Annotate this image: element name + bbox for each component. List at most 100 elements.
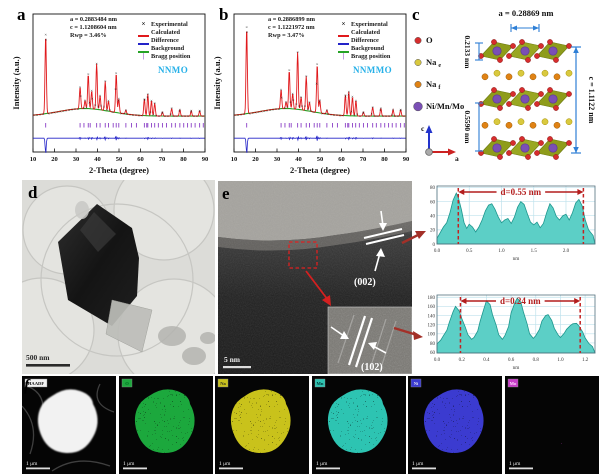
arrowhead-icon [413, 331, 423, 340]
svg-text:80: 80 [430, 342, 436, 347]
svg-text:×: × [243, 112, 246, 117]
legend-item-calculated: Calculated [138, 29, 190, 37]
element-signal-haze [327, 389, 388, 454]
element-label-box [24, 378, 48, 388]
svg-text:×: × [373, 114, 376, 119]
hrtem-image: (002) (102) 5 nm [218, 181, 413, 375]
svg-text:×: × [196, 114, 199, 119]
svg-text:40: 40 [430, 215, 436, 220]
svg-text:×: × [111, 110, 114, 115]
svg-text:50: 50 [317, 156, 324, 163]
c-axis-arrow-icon [425, 125, 433, 133]
svg-text:×: × [315, 81, 318, 86]
na-layer-1 [481, 69, 573, 81]
svg-text:×: × [286, 105, 289, 110]
svg-text:×: × [198, 109, 201, 114]
na-e-atom [493, 118, 501, 126]
legend-item-calculated: Calculated [338, 29, 390, 37]
svg-text:×: × [79, 93, 82, 98]
scale-bar [412, 467, 436, 470]
svg-text:×: × [318, 99, 321, 104]
crystal-slab-2 [478, 87, 572, 111]
scale-text: 1 μm [123, 461, 135, 467]
svg-text:×: × [385, 114, 388, 119]
svg-text:0: 0 [433, 243, 436, 248]
a-axis-arrow-icon [448, 148, 456, 156]
svg-text:60: 60 [137, 156, 144, 163]
element-signal-haze [134, 389, 195, 454]
profile-area [436, 297, 596, 354]
na-f-atom [505, 73, 513, 81]
svg-text:×: × [291, 91, 294, 96]
o-atom [534, 150, 540, 156]
svg-text:20: 20 [51, 156, 58, 163]
svg-text:30: 30 [73, 156, 80, 163]
o-atom [497, 57, 503, 63]
svg-text:×: × [164, 114, 167, 119]
scale-text: 1 μm [509, 461, 521, 467]
tem-image: 500 nm [0, 159, 231, 392]
na-e-atom [493, 69, 501, 77]
na-f-atom [481, 73, 489, 81]
na-f-atom [505, 121, 513, 129]
tm-atom [520, 143, 530, 153]
svg-text:×: × [71, 107, 74, 112]
svg-text:90: 90 [202, 156, 209, 163]
svg-text:×: × [104, 79, 107, 84]
a-axis-label: a [455, 154, 459, 163]
svg-text:×: × [280, 95, 283, 100]
xrd-plot-nnmmo: 10 20 30 40 50 60 70 80 90 2-Theta (degree) Intens… [212, 13, 409, 175]
svg-text:×: × [353, 113, 356, 118]
origin-sphere-icon [425, 148, 433, 156]
xrd-plot-nnmo: 10 20 30 40 50 60 70 80 90 2-Theta (degree) Intens… [11, 13, 209, 175]
o-atom [491, 39, 497, 45]
svg-text:×: × [376, 114, 379, 119]
cross-marker-icon: × [141, 20, 146, 29]
element-label-box [217, 378, 229, 388]
svg-text:×: × [132, 112, 135, 117]
na-e-atom [517, 69, 525, 77]
eds-map-haadf: HAADF 1 μm [22, 376, 116, 474]
svg-text:×: × [143, 96, 146, 101]
na-e-atom [517, 118, 525, 126]
svg-text:100: 100 [428, 333, 436, 338]
bragg-position-ticks [45, 123, 204, 128]
element-label-box [121, 378, 132, 388]
plot-frame [436, 294, 596, 354]
o-atom [538, 91, 544, 97]
arrow-down-icon [379, 223, 387, 231]
svg-text:×: × [59, 109, 62, 114]
svg-text:×: × [114, 86, 117, 91]
svg-text:60: 60 [430, 351, 436, 356]
svg-text:×: × [170, 106, 173, 111]
o-atom [525, 154, 531, 160]
na-f-atom [529, 121, 537, 129]
svg-text:×: × [280, 87, 283, 92]
calculated-curve [234, 31, 406, 117]
o-atom [519, 87, 525, 93]
svg-text:×: × [298, 103, 301, 108]
svg-text:×: × [300, 94, 303, 99]
scale-bar [26, 467, 50, 470]
profile-area [436, 192, 596, 245]
line-profile-d024: 60 80 100 120 140 160 180 0.0 0.2 0.4 0.6 0.8 1.0 1.2… [428, 294, 596, 371]
svg-text:×: × [152, 112, 155, 117]
element-label: O [125, 381, 129, 386]
svg-text:×: × [324, 111, 327, 116]
svg-text:×: × [283, 106, 286, 111]
scale-bar [26, 364, 70, 367]
scale-bar [122, 467, 147, 470]
svg-text:140: 140 [428, 314, 436, 319]
svg-text:×: × [190, 109, 193, 114]
svg-text:×: × [65, 108, 68, 113]
na-layer-2 [481, 118, 573, 129]
element-label: Na [220, 381, 226, 386]
difference-curve [234, 135, 406, 153]
o-atom [553, 154, 559, 160]
svg-text:×: × [257, 109, 260, 114]
svg-text:×: × [117, 96, 120, 101]
svg-text:×: × [370, 111, 373, 116]
svg-text:×: × [62, 108, 65, 113]
crystal-legend-item-ni-mn-mo: Ni/Mn/Mo [413, 101, 464, 112]
svg-text:×: × [115, 70, 118, 75]
